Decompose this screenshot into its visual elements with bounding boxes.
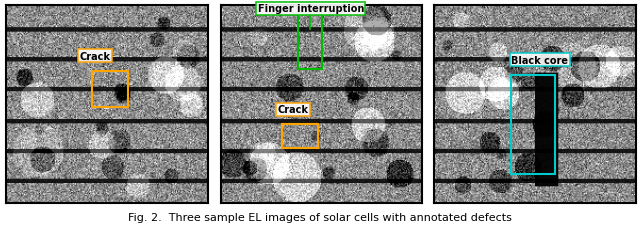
Text: Finger interruption: Finger interruption [258, 4, 364, 14]
Text: Crack: Crack [278, 105, 308, 115]
Bar [511, 76, 556, 174]
Bar [92, 72, 128, 107]
Bar [298, 14, 322, 70]
Text: Fig. 2.  Three sample EL images of solar cells with annotated defects: Fig. 2. Three sample EL images of solar … [128, 212, 512, 222]
Bar [282, 125, 318, 149]
Text: Black core: Black core [511, 56, 568, 66]
Text: Crack: Crack [79, 52, 111, 62]
